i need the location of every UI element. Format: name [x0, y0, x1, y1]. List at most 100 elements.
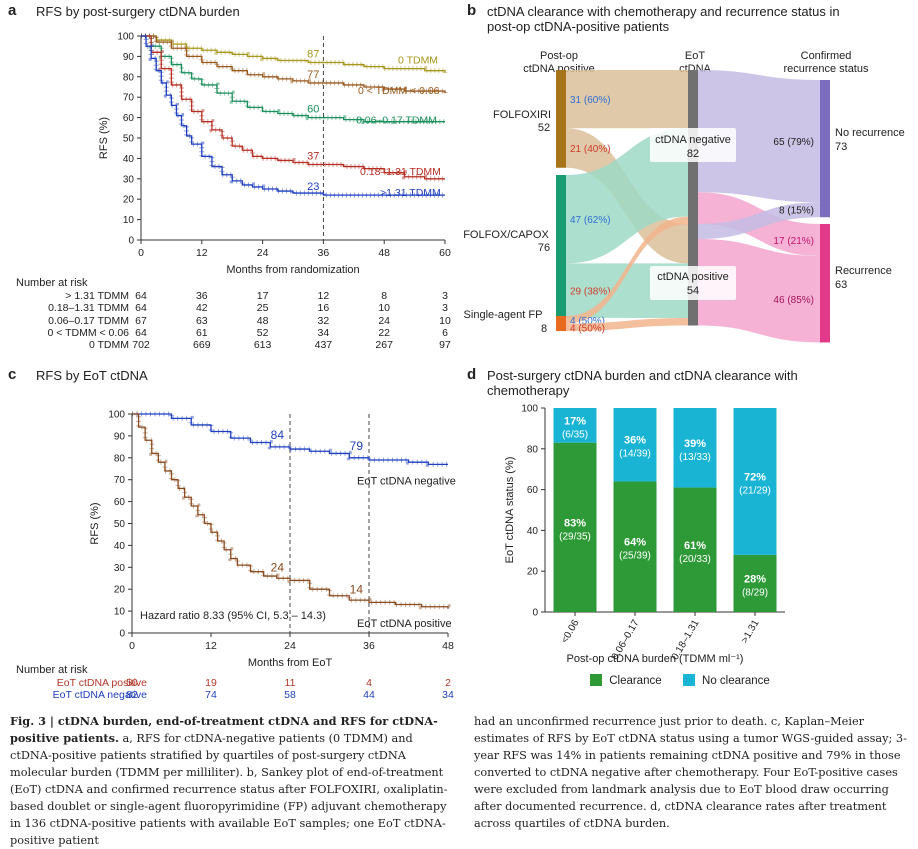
risk-cell: 64: [135, 326, 147, 339]
risk-cell: 34: [317, 326, 330, 339]
sankey-link-label: 21 (40%): [570, 144, 611, 155]
y-tick-label: 70: [114, 475, 126, 486]
bar-clearance: [613, 481, 657, 612]
bar-percent-label: 36%: [624, 435, 646, 447]
sankey-node-label: Recurrence: [835, 265, 892, 277]
bar-count-label: (21/29): [739, 485, 771, 496]
panel-d-bar-chart: 0 20 40 60 80 100 EoT ctDNA status (%) 83% (29/3…: [504, 404, 785, 665]
sankey-node-value: 54: [687, 285, 699, 297]
panel-d-legend: Clearance No clearance: [590, 674, 770, 690]
col-left-line1: Post-op: [540, 50, 578, 62]
sankey-node-value: 52: [538, 122, 550, 134]
series-name-label: EoT ctDNA positive: [357, 618, 452, 630]
y-axis-label: EoT ctDNA status (%): [504, 457, 516, 564]
bar-count-label: (29/35): [559, 531, 591, 542]
bar-count-label: (8/29): [742, 587, 768, 598]
risk-cell: 3: [442, 290, 448, 302]
y-tick-label: 20: [114, 585, 126, 596]
km-value-label: 84: [271, 428, 285, 442]
sankey-node-label: FOLFOX/CAPOX: [463, 229, 549, 241]
risk-row: 0.06–0.17 TDMM 67 63 48 32 24 10: [14, 315, 454, 327]
bar-percent-label: 64%: [624, 537, 646, 549]
bar-percent-label: 83%: [564, 517, 586, 529]
km-value-label: 79: [350, 439, 364, 453]
risk-cell: 34: [442, 689, 454, 702]
x-tick-label: 0: [138, 247, 144, 259]
bar-percent-label: 17%: [564, 415, 586, 427]
bar-percent-label: 28%: [744, 573, 766, 585]
sankey-node-label: No recurrence: [835, 127, 905, 139]
x-axis-label: Months from randomization: [226, 264, 359, 276]
risk-cell: 16: [317, 302, 330, 315]
x-axis-label: Post-op ctDNA burden (TDMM ml⁻¹): [567, 653, 744, 665]
risk-row-label: 0 < TDMM < 0.06: [47, 326, 129, 339]
risk-row-label: 0 TDMM: [88, 339, 129, 352]
sankey-node-value: 76: [538, 242, 550, 254]
y-tick-label: 100: [108, 410, 125, 421]
risk-cell: 58: [284, 689, 296, 702]
panel-a-letter: a: [8, 2, 17, 19]
panel-d-letter: d: [467, 366, 477, 383]
sankey-node: [820, 224, 830, 343]
x-tick-label: 36: [318, 247, 330, 259]
km-curve: [141, 35, 446, 73]
risk-cell: 32: [317, 314, 330, 327]
km-value-label: 87: [307, 49, 319, 61]
risk-cell: 52: [256, 326, 269, 339]
series-name-label: 0 < TDMM < 0.06: [358, 85, 440, 97]
sankey-node-label: FOLFOXIRI: [493, 109, 551, 121]
sankey-link-label: 17 (21%): [773, 236, 814, 247]
panel-a-km-chart: 0 10 20 30 40 50 60 70 80 90 100 0 12 24 36 48 60 Months …: [98, 32, 451, 277]
bar-no-clearance: [673, 408, 717, 488]
y-tick-label: 100: [521, 404, 538, 415]
panel-b-sankey: 31 (60%)21 (40%)47 (62%)29 (38%)4 (50%)4…: [463, 70, 905, 343]
x-axis-label: Months from EoT: [248, 657, 333, 667]
risk-cell: 74: [205, 689, 217, 702]
km-curve: [141, 35, 445, 180]
risk-cell: 10: [378, 302, 391, 315]
km-value-label: 60: [307, 104, 319, 116]
y-axis-label: RFS (%): [89, 502, 101, 544]
km-value-label: 23: [307, 181, 319, 193]
risk-row-label: 0.18–1.31 TDMM: [48, 302, 129, 315]
caption-title: Fig. 3 | ctDNA burden, end-of-treatment …: [10, 714, 438, 745]
hazard-ratio-text: Hazard ratio 8.33 (95% CI, 5.3 – 14.3): [140, 610, 326, 622]
sankey-link-label: 65 (79%): [773, 137, 814, 148]
y-tick-label: 70: [123, 93, 135, 104]
bar-count-label: (20/33): [679, 554, 711, 565]
x-tick-label: 24: [284, 640, 296, 652]
x-tick-label: 60: [439, 247, 451, 259]
legend-swatch-clearance: [590, 674, 602, 686]
km-value-label: 77: [307, 69, 319, 81]
km-curve: [141, 35, 445, 123]
sankey-link-label: 4 (50%): [570, 316, 605, 327]
censor-ticks: [141, 33, 448, 94]
bar-percent-label: 39%: [684, 438, 706, 450]
sankey-node-label: ctDNA negative: [655, 134, 731, 146]
bar-clearance: [673, 487, 717, 612]
x-tick-label: 24: [257, 247, 269, 259]
x-tick-label: >1.31: [739, 618, 761, 646]
panel-a-risk-table: Number at risk > 1.31 TDMM 64 36 17 12 8 3 0.18…: [14, 277, 454, 355]
risk-cell: 64: [135, 302, 147, 315]
y-tick-label: 40: [123, 154, 135, 165]
bar-no-clearance: [613, 408, 657, 482]
y-tick-label: 60: [123, 113, 135, 124]
sankey-node-value: 82: [687, 148, 699, 160]
col-right-line2: recurrence status: [783, 63, 869, 75]
y-tick-label: 0: [128, 236, 134, 247]
risk-cell: 24: [378, 314, 391, 327]
x-tick-label: 48: [378, 247, 390, 259]
risk-cell: 437: [314, 339, 333, 352]
risk-cell: 669: [193, 339, 211, 352]
panel-d-title-line1: Post-surgery ctDNA burden and ctDNA clea…: [487, 368, 798, 383]
sankey-label-box: [650, 266, 736, 300]
series-name-label: 0.06–0.17 TDMM: [356, 115, 437, 127]
y-tick-label: 100: [117, 32, 134, 43]
risk-cell: 42: [195, 302, 208, 315]
x-tick-label: 12: [196, 247, 208, 259]
panel-b-title-line2: post-op ctDNA-positive patients: [487, 19, 670, 34]
risk-cell: 44: [363, 689, 375, 702]
sankey-link-label: 46 (85%): [773, 295, 814, 306]
sankey-link: [698, 70, 820, 203]
